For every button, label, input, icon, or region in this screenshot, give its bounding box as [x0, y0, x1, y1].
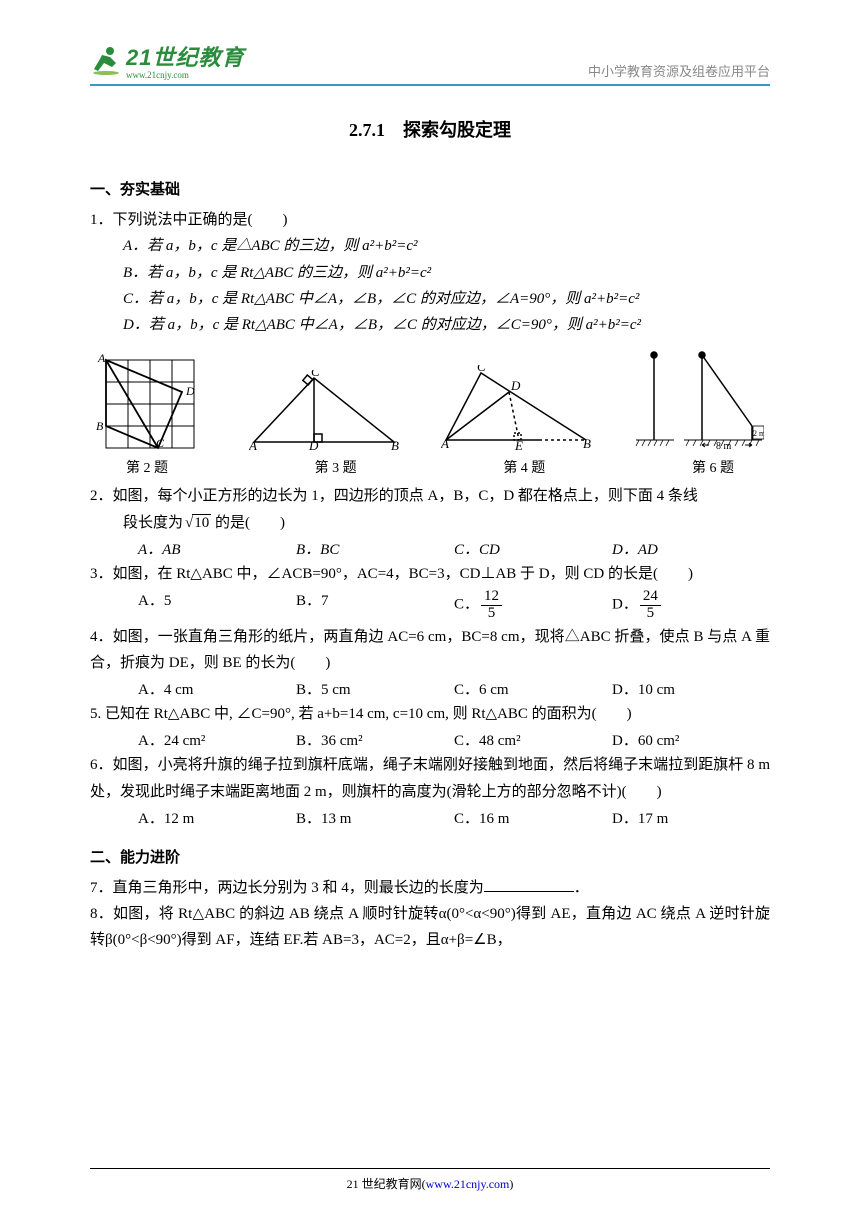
footer-link[interactable]: www.21cnjy.com — [426, 1177, 510, 1191]
q1-opt-c: C．若 a，b，c 是 Rt△ABC 中∠A，∠B，∠C 的对应边，∠A=90°… — [90, 286, 770, 312]
q3-opt-d: D．245 — [612, 589, 770, 622]
q7-blank — [484, 878, 574, 892]
svg-text:B: B — [583, 436, 591, 450]
q4-opt-b: B．5 cm — [296, 678, 454, 699]
figure-2: A B C D — [96, 350, 206, 455]
q7-stem-a: 7．直角三角形中，两边长分别为 3 和 4，则最长边的长度为 — [90, 880, 484, 896]
q6-options: A．12 m B．13 m C．16 m D．17 m — [90, 807, 770, 828]
page-footer: 21 世纪教育网(www.21cnjy.com) — [90, 1168, 770, 1192]
q2-stem-2: 段长度为10 的是( ) — [90, 510, 770, 536]
svg-text:C: C — [156, 436, 165, 450]
question-2: 2．如图，每个小正方形的边长为 1，四边形的顶点 A，B，C，D 都在格点上，则… — [90, 483, 770, 536]
q6-opt-b: B．13 m — [296, 807, 454, 828]
question-6: 6．如图，小亮将升旗的绳子拉到旗杆底端，绳子末端刚好接触到地面，然后将绳子末端拉… — [90, 752, 770, 805]
q4-opt-d: D．10 cm — [612, 678, 770, 699]
question-5: 5. 已知在 Rt△ABC 中, ∠C=90°, 若 a+b=14 cm, c=… — [90, 701, 770, 727]
q2-opt-b: B．BC — [296, 538, 454, 559]
figure-3: A D B C — [249, 370, 399, 455]
q4-options: A．4 cm B．5 cm C．6 cm D．10 cm — [90, 678, 770, 699]
page-header: 21世纪教育 www.21cnjy.com 中小学教育资源及组卷应用平台 — [90, 40, 770, 86]
q6-opt-d: D．17 m — [612, 807, 770, 828]
q5-options: A．24 cm² B．36 cm² C．48 cm² D．60 cm² — [90, 729, 770, 750]
section-2-title: 二、能力进阶 — [90, 846, 770, 867]
header-right-text: 中小学教育资源及组卷应用平台 — [588, 61, 770, 80]
q1-opt-a: A．若 a，b，c 是△ABC 的三边，则 a²+b²=c² — [90, 233, 770, 259]
q2-opt-d: D．AD — [612, 538, 770, 559]
fig6-8m-label: 8 m — [716, 441, 732, 450]
figure-6: 8 m 2 m — [634, 350, 764, 455]
question-1: 1．下列说法中正确的是( ) A．若 a，b，c 是△ABC 的三边，则 a²+… — [90, 207, 770, 338]
fig6-2m-label: 2 m — [753, 429, 764, 438]
q1-opt-d: D．若 a，b，c 是 Rt△ABC 中∠A，∠B，∠C 的对应边，∠C=90°… — [90, 312, 770, 338]
fig-cap-6: 第 6 题 — [692, 457, 734, 477]
question-3: 3．如图，在 Rt△ABC 中，∠ACB=90°，AC=4，BC=3，CD⊥AB… — [90, 561, 770, 587]
svg-text:B: B — [391, 438, 399, 450]
page-title: 2.7.1 探索勾股定理 — [90, 116, 770, 142]
fig-cap-2: 第 2 题 — [126, 457, 168, 477]
svg-text:E: E — [514, 438, 523, 450]
q6-opt-c: C．16 m — [454, 807, 612, 828]
svg-text:D: D — [308, 438, 319, 450]
q3-options: A．5 B．7 C．125 D．245 — [90, 589, 770, 622]
q2-stem-1: 2．如图，每个小正方形的边长为 1，四边形的顶点 A，B，C，D 都在格点上，则… — [90, 488, 698, 504]
q3-opt-b: B．7 — [296, 589, 454, 622]
logo-text: 21世纪教育 — [126, 40, 244, 72]
svg-text:C: C — [477, 365, 486, 374]
figure-4-svg: A C D E B — [441, 365, 591, 450]
figures-row: A B C D A D B C — [90, 350, 770, 455]
q5-opt-b: B．36 cm² — [296, 729, 454, 750]
q3-opt-c: C．125 — [454, 589, 612, 622]
svg-text:A: A — [441, 436, 449, 450]
q5-opt-c: C．48 cm² — [454, 729, 612, 750]
q1-stem: 1．下列说法中正确的是( ) — [90, 212, 288, 228]
svg-text:A: A — [97, 351, 106, 365]
q6-opt-a: A．12 m — [138, 807, 296, 828]
q5-opt-d: D．60 cm² — [612, 729, 770, 750]
figure-captions: 第 2 题 第 3 题 第 4 题 第 6 题 — [90, 457, 770, 477]
figure-3-svg: A D B C — [249, 370, 399, 450]
q4-opt-c: C．6 cm — [454, 678, 612, 699]
q2-options: A．AB B．BC C．CD D．AD — [90, 538, 770, 559]
q1-opt-b: B．若 a，b，c 是 Rt△ABC 的三边，则 a²+b²=c² — [90, 260, 770, 286]
q3-opt-a: A．5 — [138, 589, 296, 622]
question-8: 8．如图，将 Rt△ABC 的斜边 AB 绕点 A 顺时针旋转α(0°<α<90… — [90, 901, 770, 954]
runner-icon — [90, 45, 122, 75]
svg-text:B: B — [96, 419, 104, 433]
fig-cap-4: 第 4 题 — [503, 457, 545, 477]
q2-opt-a: A．AB — [138, 538, 296, 559]
question-4: 4．如图，一张直角三角形的纸片，两直角边 AC=6 cm，BC=8 cm，现将△… — [90, 624, 770, 677]
q5-opt-a: A．24 cm² — [138, 729, 296, 750]
section-1-title: 一、夯实基础 — [90, 178, 770, 199]
q2-opt-c: C．CD — [454, 538, 612, 559]
q4-opt-a: A．4 cm — [138, 678, 296, 699]
q7-stem-b: ． — [574, 880, 589, 896]
figure-6-svg: 8 m 2 m — [634, 350, 764, 450]
svg-text:D: D — [185, 384, 195, 398]
footer-name: 21 世纪教育网 — [347, 1177, 422, 1191]
figure-2-svg: A B C D — [96, 350, 206, 450]
logo: 21世纪教育 www.21cnjy.com — [90, 40, 244, 80]
figure-4: A C D E B — [441, 365, 591, 455]
fig-cap-3: 第 3 题 — [315, 457, 357, 477]
svg-text:C: C — [311, 370, 320, 379]
svg-text:A: A — [249, 438, 257, 450]
svg-text:D: D — [510, 378, 521, 393]
question-7: 7．直角三角形中，两边长分别为 3 和 4，则最长边的长度为 ． — [90, 875, 770, 901]
